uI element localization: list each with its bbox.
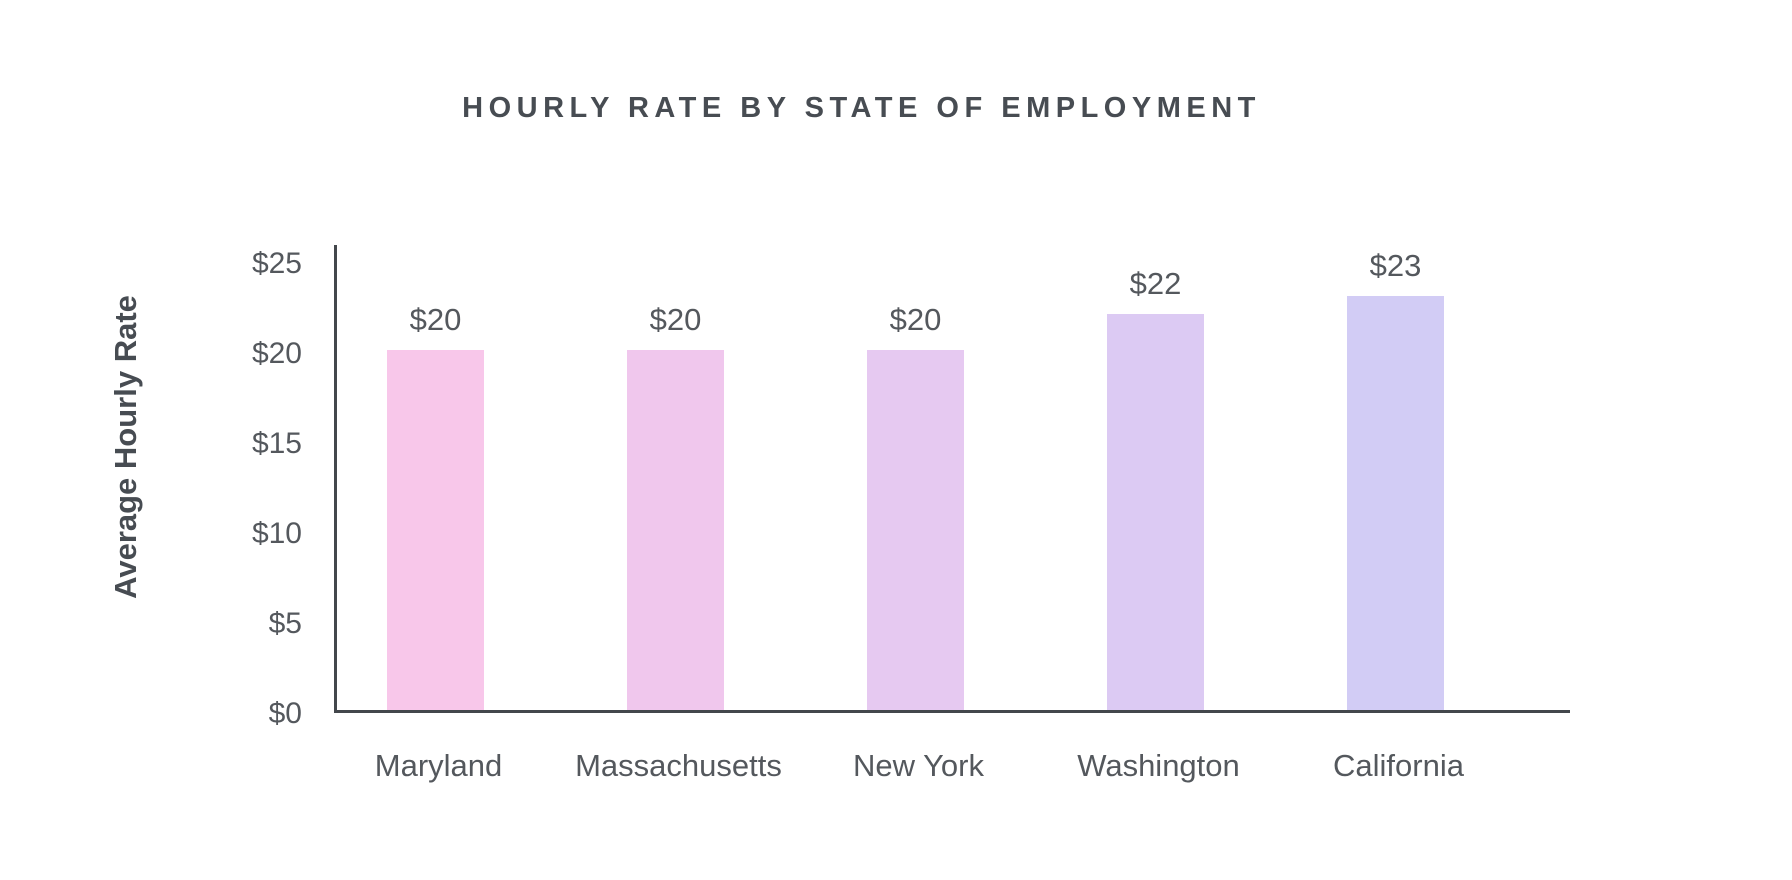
bar-value-label-washington: $22: [1129, 266, 1182, 301]
bar-california: [1347, 296, 1444, 710]
bar-massachusetts: [627, 350, 724, 710]
y-tick-label-10: $10: [251, 517, 302, 550]
plot-area: $20 $20 $20 $22 $23: [334, 245, 1570, 713]
bar-value-label-new-york: $20: [889, 302, 942, 337]
y-tick-label-5: $5: [268, 607, 302, 640]
bar-washington: [1107, 314, 1204, 710]
bar-value-label-massachusetts: $20: [649, 302, 702, 337]
y-tick-label-15: $15: [251, 427, 302, 460]
x-axis-label-washington: Washington: [1077, 748, 1240, 783]
y-tick-label-0: $0: [268, 697, 302, 730]
x-axis-label-maryland: Maryland: [374, 748, 503, 783]
y-tick-label-25: $25: [251, 247, 302, 280]
bar-maryland: [387, 350, 484, 710]
bar-value-label-maryland: $20: [409, 302, 462, 337]
y-tick-label-20: $20: [251, 337, 302, 370]
bar-value-label-california: $23: [1369, 248, 1422, 283]
chart-title: HOURLY RATE BY STATE OF EMPLOYMENT: [462, 92, 1261, 124]
x-axis-label-massachusetts: Massachusetts: [575, 748, 782, 783]
bar-new-york: [867, 350, 964, 710]
x-axis-label-new-york: New York: [853, 748, 984, 783]
x-axis-label-california: California: [1333, 748, 1464, 783]
